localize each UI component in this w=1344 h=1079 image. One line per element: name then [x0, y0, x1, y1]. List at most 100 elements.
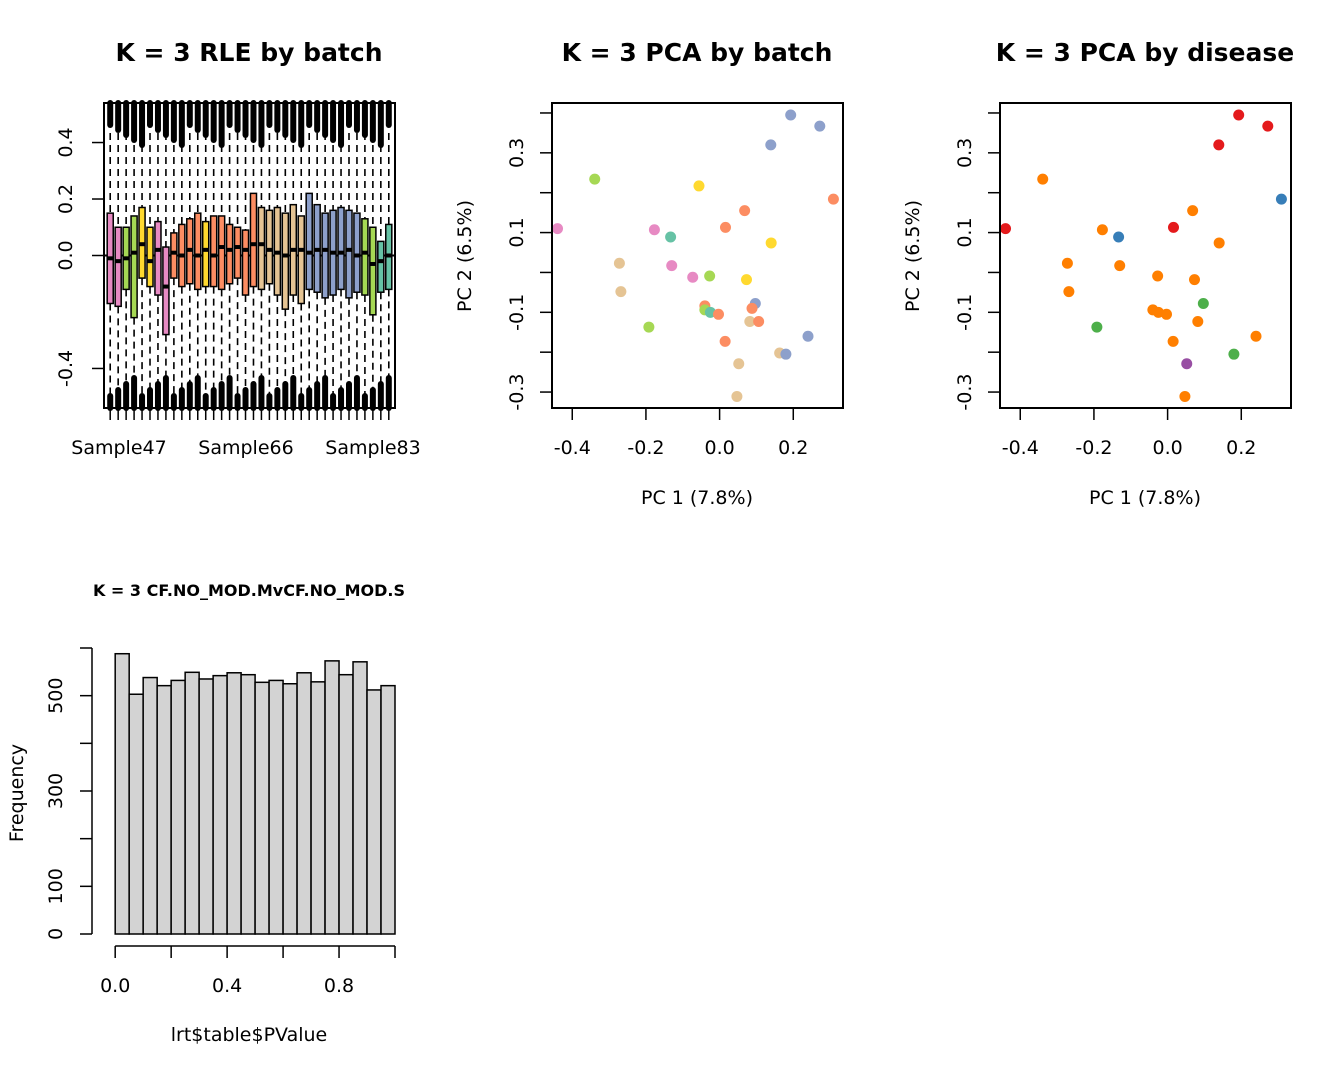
pca-disease-point	[1213, 237, 1225, 249]
histogram-bar	[324, 660, 340, 935]
histogram-title: K = 3 CF.NO_MOD.MvCF.NO_MOD.S	[93, 581, 405, 600]
histogram-bar	[268, 679, 284, 935]
pca-batch-point	[615, 286, 627, 298]
histogram-y-tick-label: 100	[45, 868, 67, 904]
histogram-y-tick-label: 0	[45, 928, 67, 940]
pca-batch-y-tick-label: 0.1	[506, 217, 528, 247]
rle-y-tick-label: 0.2	[55, 184, 77, 214]
histogram-bar	[114, 652, 130, 935]
rle-box	[130, 215, 138, 319]
pca-disease-points	[1000, 109, 1287, 402]
pca-disease-y-tick-label: 0.1	[954, 217, 976, 247]
rle-box	[345, 209, 353, 299]
pca-batch-point	[687, 271, 699, 283]
pca-batch-point	[666, 260, 678, 272]
histogram-bar	[282, 683, 298, 935]
pca-batch-point	[704, 270, 716, 282]
histogram-bar	[296, 672, 312, 935]
pca-batch-point	[802, 330, 814, 342]
pca-batch-point	[648, 224, 660, 236]
pca-disease-point	[1160, 308, 1172, 320]
pca-disease-point	[1096, 224, 1108, 236]
pca-disease-point	[1037, 173, 1049, 185]
histogram-bar	[212, 674, 228, 935]
histogram-bar	[310, 681, 326, 935]
pca-disease-x-tick-label: 0.2	[1226, 437, 1256, 459]
histogram-panel: K = 3 CF.NO_MOD.MvCF.NO_MOD.S 0 100 300 500…	[6, 581, 405, 1046]
pca-batch-x-label: PC 1 (7.8%)	[641, 487, 753, 509]
pca-batch-y-tick-label: -0.3	[506, 374, 528, 411]
pca-disease-point	[1152, 270, 1164, 282]
histogram-bar	[156, 684, 172, 935]
pca-disease-panel: K = 3 PCA by disease -0.3 -0.1 0.1 0.3 -0.4…	[902, 38, 1294, 509]
pca-disease-point	[1228, 348, 1240, 360]
pca-batch-points	[552, 109, 839, 402]
pca-batch-x-tick-label: 0.0	[704, 437, 734, 459]
pca-disease-x-label: PC 1 (7.8%)	[1089, 487, 1201, 509]
histogram-bars	[114, 652, 396, 935]
histogram-y-ticks: 0 100 300 500	[45, 647, 93, 940]
pca-disease-x-tick-label: -0.4	[1002, 437, 1039, 459]
rle-x-tick-label: Sample66	[198, 437, 293, 459]
rle-box	[225, 223, 234, 285]
rle-x-tick-label: Sample47	[71, 437, 166, 459]
pca-batch-panel: K = 3 PCA by batch -0.3-0.10.10.3 -0.4 -0…	[454, 38, 844, 509]
pca-batch-point	[719, 335, 731, 347]
rle-box	[353, 212, 361, 293]
rle-box	[170, 232, 178, 279]
pca-batch-point	[827, 193, 839, 205]
histogram-bar	[198, 678, 214, 935]
rle-plot-frame	[103, 102, 396, 409]
pca-disease-point	[1187, 205, 1199, 217]
rle-y-ticks: -0.4 0.0 0.2 0.4	[55, 127, 104, 387]
rle-x-tick-label: Sample83	[325, 437, 420, 459]
pca-disease-y-ticks: -0.3 -0.1 0.1 0.3	[954, 112, 1000, 411]
pca-disease-point	[1192, 315, 1204, 327]
histogram-bar	[240, 673, 256, 935]
rle-box	[265, 209, 274, 285]
pca-batch-point	[733, 358, 745, 370]
pca-batch-point	[744, 315, 756, 327]
histogram-x-tick-label: 0.8	[324, 975, 354, 997]
rle-box	[297, 215, 306, 305]
pca-batch-point	[552, 223, 564, 235]
rle-box	[249, 192, 258, 288]
histogram-y-label: Frequency	[6, 744, 28, 842]
rle-title: K = 3 RLE by batch	[115, 38, 382, 67]
pca-batch-point	[665, 231, 677, 243]
histogram-bar	[338, 673, 354, 935]
rle-x-ticks	[109, 408, 390, 420]
pca-disease-point	[1197, 298, 1209, 310]
pca-disease-x-tick-label: 0.0	[1152, 437, 1182, 459]
rle-box	[114, 226, 122, 308]
pca-disease-y-tick-label: -0.1	[954, 294, 976, 331]
rle-box	[369, 226, 377, 316]
histogram-bar	[352, 661, 368, 935]
rle-box	[146, 226, 154, 288]
pca-batch-y-tick-label: -0.1	[506, 294, 528, 331]
pca-disease-point	[1250, 330, 1262, 342]
rle-y-tick-label: 0.0	[55, 240, 77, 270]
pca-batch-plot-frame	[551, 102, 844, 409]
pca-disease-y-label: PC 2 (6.5%)	[902, 200, 924, 312]
rle-panel: K = 3 RLE by batch -0.4 0.0 0.2 0.4 Sample4…	[55, 38, 421, 459]
histogram-bar	[380, 684, 396, 935]
histogram-bar	[366, 689, 382, 935]
rle-box	[241, 229, 250, 296]
pca-batch-x-tick-label: -0.2	[627, 437, 664, 459]
pca-disease-point	[1213, 139, 1225, 151]
histogram-x-label: lrt$table$PValue	[171, 1024, 327, 1046]
pca-batch-x-tick-label: 0.2	[778, 437, 808, 459]
pca-batch-title: K = 3 PCA by batch	[562, 38, 833, 67]
pca-disease-point	[1063, 286, 1075, 298]
rle-box	[257, 206, 266, 291]
rle-y-tick-label: 0.4	[55, 127, 77, 157]
pca-disease-point	[1091, 321, 1103, 333]
pca-disease-point	[1113, 231, 1125, 243]
pca-disease-title: K = 3 PCA by disease	[996, 38, 1294, 67]
pca-batch-point	[780, 348, 792, 360]
histogram-y-tick-label: 300	[45, 773, 67, 809]
rle-box	[305, 192, 313, 291]
